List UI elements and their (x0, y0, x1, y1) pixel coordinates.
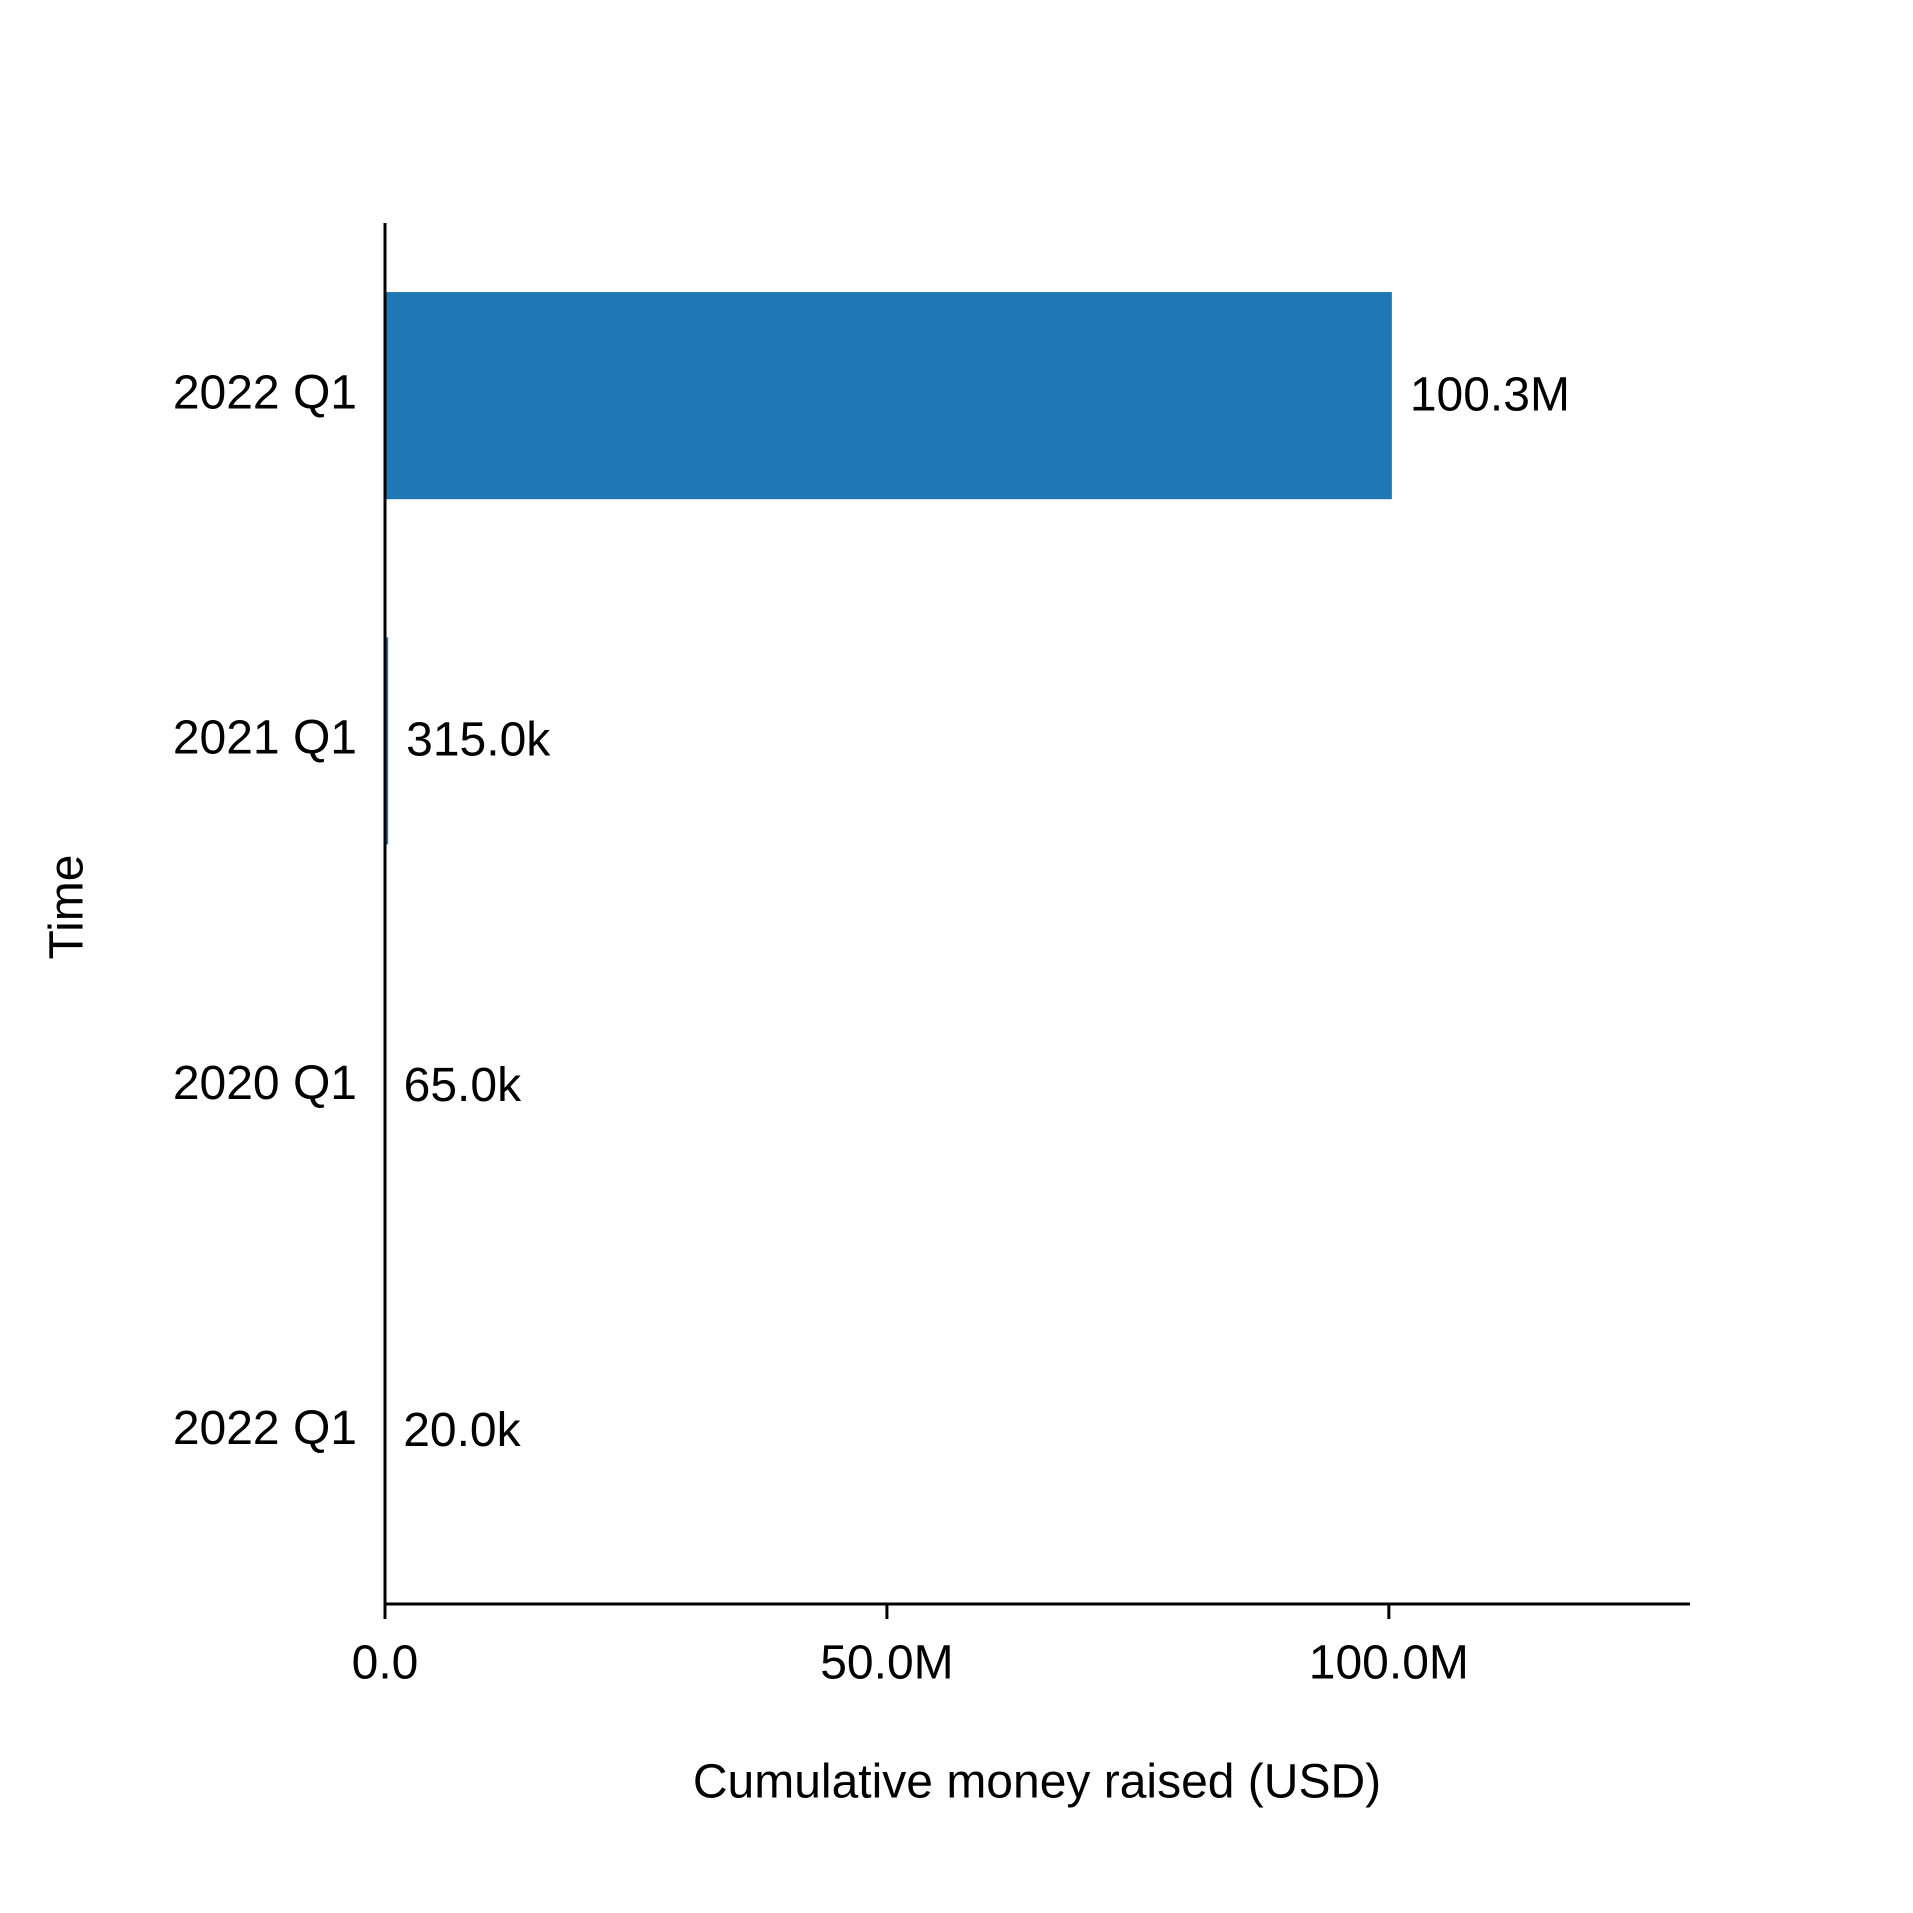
value-label: 315.0k (406, 714, 551, 767)
value-label: 100.3M (1410, 368, 1570, 421)
x-tick-label: 100.0M (1309, 1637, 1469, 1690)
y-tick-label: 2020 Q1 (173, 1057, 357, 1110)
value-label: 20.0k (403, 1404, 521, 1457)
value-label: 65.0k (404, 1059, 522, 1112)
y-tick-label: 2022 Q1 (173, 366, 357, 419)
y-tick-label: 2022 Q1 (173, 1402, 357, 1455)
bar (385, 292, 1392, 500)
x-tick-label: 50.0M (820, 1637, 953, 1690)
y-axis-title: Time (41, 855, 94, 960)
x-tick-label: 0.0 (352, 1637, 419, 1690)
y-tick-label: 2021 Q1 (173, 712, 357, 765)
x-axis-title: Cumulative money raised (USD) (693, 1756, 1381, 1809)
bar (385, 637, 389, 845)
